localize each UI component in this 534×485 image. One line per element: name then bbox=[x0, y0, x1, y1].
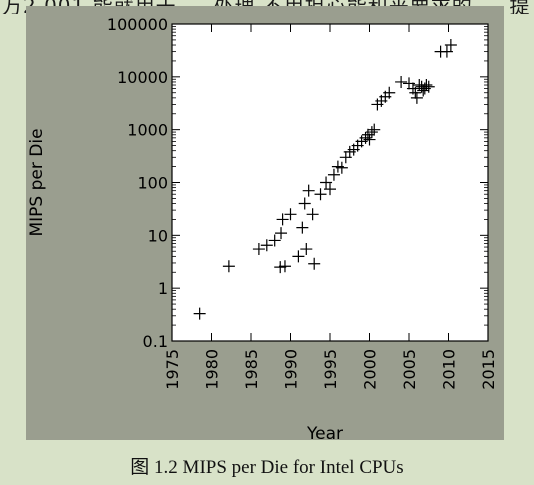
data-point bbox=[368, 123, 381, 136]
data-point bbox=[335, 161, 348, 174]
data-point bbox=[444, 39, 457, 52]
y-tick-label: 10 bbox=[148, 226, 168, 245]
y-tick-label: 1000 bbox=[127, 121, 168, 140]
x-tick-label: 1990 bbox=[282, 349, 301, 390]
data-point bbox=[327, 168, 340, 181]
data-point bbox=[409, 86, 422, 99]
data-point bbox=[422, 80, 435, 93]
x-tick-label: 1975 bbox=[163, 349, 182, 390]
data-point bbox=[193, 307, 206, 320]
x-tick-label: 2000 bbox=[361, 349, 380, 390]
data-point bbox=[395, 75, 408, 88]
data-point bbox=[268, 234, 281, 247]
data-point bbox=[276, 213, 289, 226]
mips-scatter-chart: 1975 1980 1985 1990 1995 2000 2005 2010 2015 0.1 1… bbox=[27, 15, 498, 440]
data-point bbox=[284, 208, 297, 221]
x-axis-label: Year bbox=[306, 424, 343, 440]
y-tick-label: 100000 bbox=[107, 15, 168, 34]
x-tick-label: 2005 bbox=[400, 349, 419, 390]
x-tick-label: 2015 bbox=[479, 349, 498, 390]
data-point bbox=[324, 183, 336, 196]
x-tick-label: 2010 bbox=[440, 349, 459, 390]
data-point bbox=[278, 260, 291, 273]
y-tick-label: 100 bbox=[137, 174, 168, 193]
data-point bbox=[292, 250, 305, 263]
y-tick-label: 1 bbox=[158, 279, 168, 298]
data-point bbox=[320, 176, 333, 189]
data-point bbox=[314, 188, 327, 201]
data-point bbox=[252, 243, 265, 256]
x-tick-label: 1980 bbox=[203, 349, 222, 390]
data-point bbox=[363, 133, 376, 146]
data-point bbox=[420, 79, 433, 92]
data-point bbox=[260, 239, 273, 252]
y-tick-label: 10000 bbox=[117, 68, 168, 87]
label-layer: 1975 1980 1985 1990 1995 2000 2005 2010 2015 0.1 1… bbox=[27, 15, 498, 440]
data-point bbox=[302, 184, 315, 197]
data-point bbox=[308, 257, 321, 270]
x-tick-label: 1995 bbox=[321, 349, 340, 390]
data-point bbox=[300, 243, 313, 256]
data-point bbox=[274, 261, 287, 274]
data-point bbox=[296, 221, 309, 234]
chart-panel: 1975 1980 1985 1990 1995 2000 2005 2010 2015 0.1 1… bbox=[26, 6, 504, 440]
y-tick-label: 0.1 bbox=[143, 332, 168, 351]
data-point bbox=[440, 45, 453, 58]
y-axis-label: MIPS per Die bbox=[27, 128, 47, 236]
data-point bbox=[298, 197, 311, 210]
figure-caption: 图 1.2 MIPS per Die for Intel CPUs bbox=[130, 457, 404, 478]
data-point bbox=[222, 260, 235, 273]
data-point bbox=[275, 227, 288, 240]
data-point bbox=[383, 86, 396, 99]
data-point bbox=[410, 91, 423, 104]
x-tick-label: 1985 bbox=[242, 349, 261, 390]
data-point bbox=[306, 208, 319, 221]
data-point bbox=[365, 126, 378, 139]
points-layer bbox=[193, 39, 457, 320]
